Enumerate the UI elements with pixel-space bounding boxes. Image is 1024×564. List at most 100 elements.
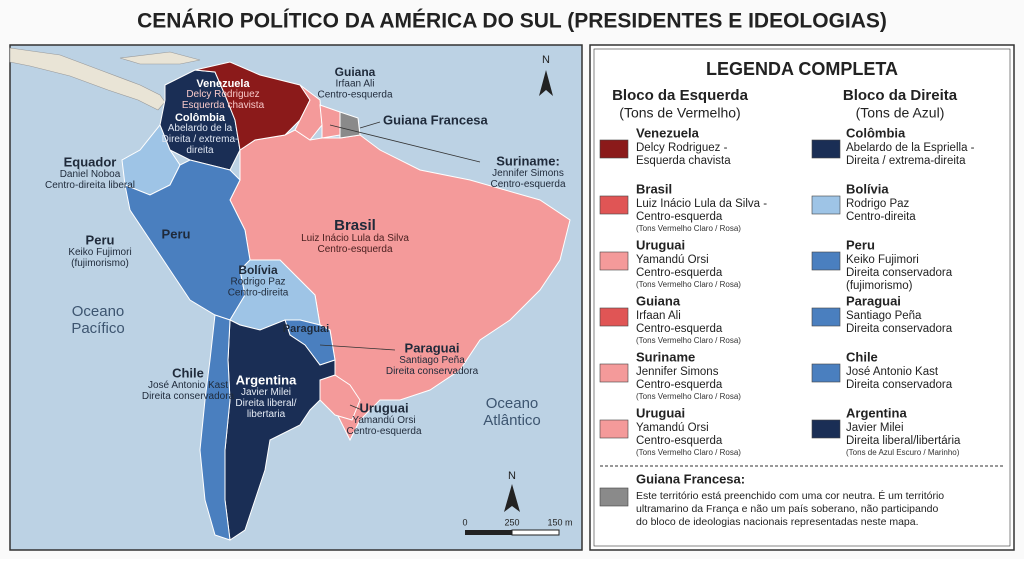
- legend-info: Centro-esquerda: [636, 379, 723, 391]
- column-title: Bloco da Direita: [843, 87, 958, 104]
- peru: [124, 159, 251, 321]
- country-info: direita: [186, 145, 214, 156]
- legend-info: Irfaan Ali: [636, 310, 681, 322]
- scale-label: 150 m: [547, 517, 572, 527]
- legend-country: Suriname: [636, 349, 695, 364]
- legend-info: Centro-esquerda: [636, 323, 723, 335]
- country-name: Bolívia: [238, 263, 278, 277]
- scale-bar: [511, 529, 560, 536]
- country-info: Direita / extrema-: [162, 134, 239, 145]
- title: CENÁRIO POLÍTICO DA AMÉRICA DO SUL (PRES…: [137, 10, 887, 33]
- legend-country: Venezuela: [636, 125, 700, 140]
- legend-frame: [593, 48, 1011, 547]
- country-name: Suriname:: [496, 153, 560, 168]
- country-info: Centro-direita liberal: [45, 180, 135, 191]
- leader-line: [329, 124, 481, 163]
- country-info: Luiz Inácio Lula da Silva: [301, 233, 409, 244]
- note-title: Guiana Francesa:: [636, 471, 745, 486]
- note-text: Este território está preenchido com uma …: [636, 489, 944, 502]
- country-name: Argentina: [236, 372, 297, 387]
- legend-info: Yamandú Orsi: [636, 254, 709, 266]
- legend-swatch: [599, 251, 629, 271]
- legend-info: Luiz Inácio Lula da Silva -: [636, 198, 767, 210]
- north-label: N: [542, 54, 550, 66]
- ocean-label: Pacífico: [71, 320, 124, 337]
- country-name: Peru: [86, 232, 115, 247]
- legend-country: Colômbia: [846, 125, 906, 140]
- legend-country: Uruguai: [636, 237, 685, 252]
- suriname: [319, 104, 341, 139]
- map: [9, 44, 583, 551]
- legend-country: Paraguai: [846, 293, 901, 308]
- ocean-label: Oceano: [72, 303, 125, 320]
- column-title: Bloco da Esquerda: [612, 87, 749, 104]
- scale-label: 0: [462, 517, 467, 527]
- country-name: Guiana: [335, 65, 376, 79]
- legend-note: (Tons Vermelho Claro / Rosa): [636, 224, 741, 233]
- legend-swatch: [811, 363, 841, 383]
- country-name: Chile: [172, 365, 204, 380]
- legend-country: Brasil: [636, 181, 672, 196]
- country-name: Paraguai: [283, 323, 329, 335]
- legend-info: Direita conservadora: [846, 323, 953, 335]
- caribbean-island: [119, 51, 201, 65]
- legend-info: Rodrigo Paz: [846, 198, 910, 210]
- country-info: (fujimorismo): [71, 258, 129, 269]
- legend-note: (Tons Vermelho Claro / Rosa): [636, 392, 741, 401]
- leader-line: [319, 344, 396, 351]
- country-info: Daniel Noboa: [60, 169, 121, 180]
- central-america: [9, 47, 166, 111]
- country-info: libertaria: [247, 409, 286, 420]
- legend-info: Yamandú Orsi: [636, 422, 709, 434]
- leader-line: [349, 404, 363, 411]
- legend-info: Direita conservadora: [846, 379, 953, 391]
- legend-swatch: [599, 363, 629, 383]
- country-info: Direita conservadora: [142, 391, 235, 402]
- legend-info: Centro-direita: [846, 211, 916, 223]
- legend-swatch: [811, 307, 841, 327]
- uruguai: [319, 374, 361, 421]
- legend-country: Uruguai: [636, 405, 685, 420]
- legend-info: Jennifer Simons: [636, 366, 719, 378]
- column-subtitle: (Tons de Vermelho): [619, 105, 740, 121]
- country-name: Brasil: [334, 217, 376, 234]
- legend-info: Abelardo de la Espriella -: [846, 142, 975, 154]
- scale-label: 250: [504, 517, 519, 527]
- legend-country: Argentina: [846, 405, 907, 420]
- country-info: Direita conservadora: [386, 366, 479, 377]
- country-name: Uruguai: [359, 400, 408, 415]
- legend-country: Peru: [846, 237, 875, 252]
- legend-info: José Antonio Kast: [846, 366, 939, 378]
- country-info: Centro-direita: [228, 288, 289, 299]
- country-name: Guiana Francesa: [383, 112, 489, 127]
- north-arrow: [539, 70, 553, 96]
- legend-info: Centro-esquerda: [636, 267, 723, 279]
- legend-note: (Tons Vermelho Claro / Rosa): [636, 336, 741, 345]
- country-info: Javier Milei: [241, 387, 291, 398]
- ocean-label: Oceano: [486, 395, 539, 412]
- country-info: Centro-esquerda: [317, 244, 392, 255]
- legend-swatch: [811, 251, 841, 271]
- country-info: José Antonio Kast: [148, 380, 228, 391]
- legend-swatch: [811, 139, 841, 159]
- legend-info: Direita liberal/libertária: [846, 435, 961, 447]
- legend-note: (Tons Vermelho Claro / Rosa): [636, 280, 741, 289]
- country-info: Santiago Peña: [399, 355, 465, 366]
- legend-info: Keiko Fujimori: [846, 254, 919, 266]
- scale-bar: [465, 530, 512, 535]
- legend-info: Centro-esquerda: [636, 211, 723, 223]
- legend-swatch: [599, 419, 629, 439]
- legend-info: (fujimorismo): [846, 280, 913, 292]
- country-info: Keiko Fujimori: [68, 247, 131, 258]
- legend-info: Javier Milei: [846, 422, 904, 434]
- country-info: Delcy Rodriguez: [186, 89, 259, 100]
- legend-country: Chile: [846, 349, 878, 364]
- legend-title: LEGENDA COMPLETA: [706, 59, 898, 79]
- country-info: Abelardo de la: [168, 123, 233, 134]
- country-info: Jennifer Simons: [492, 168, 564, 179]
- country-name: Venezuela: [196, 78, 250, 90]
- legend-note: (Tons Vermelho Claro / Rosa): [636, 448, 741, 457]
- country-info: Rodrigo Paz: [230, 277, 285, 288]
- country-name: Equador: [64, 154, 117, 169]
